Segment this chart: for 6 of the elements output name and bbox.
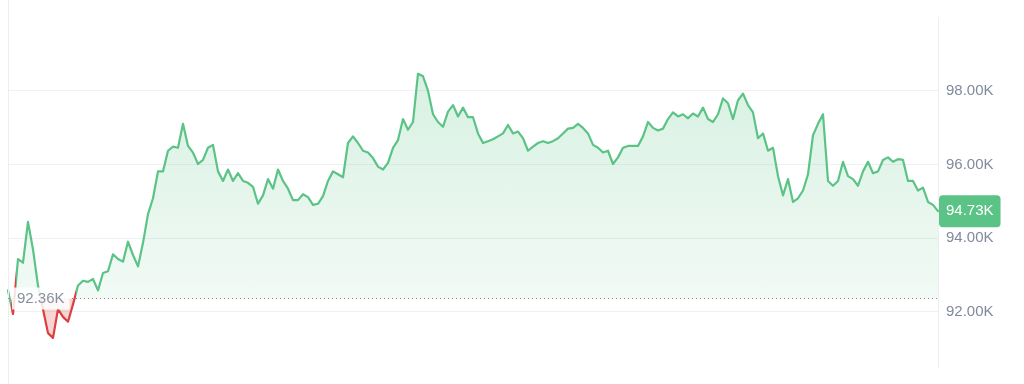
- y-tick-label: 96.00K: [946, 154, 994, 172]
- y-tick-label: 94.00K: [946, 228, 994, 246]
- y-tick-label: 92.00K: [946, 301, 994, 319]
- text: 94.73K: [946, 201, 994, 219]
- ref-line-label: 92.36K: [17, 288, 65, 306]
- y-tick-label: 98.00K: [946, 80, 994, 98]
